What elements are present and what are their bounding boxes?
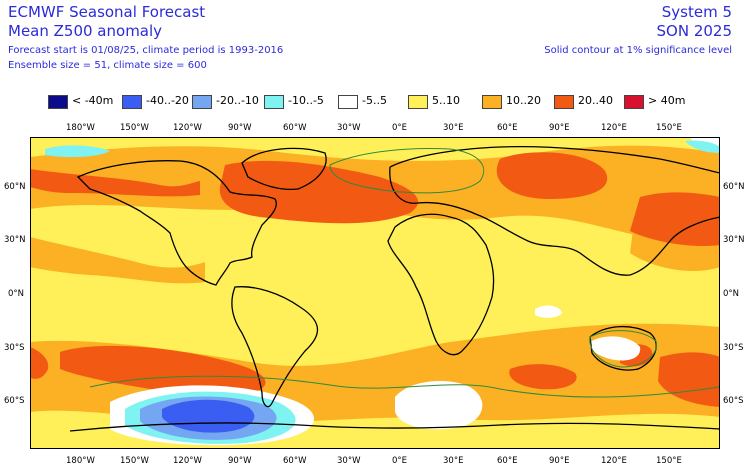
lat-label-right: 60°S [723, 396, 744, 406]
greenland-coast [241, 147, 327, 191]
legend-swatch [122, 95, 142, 109]
map-canvas [30, 137, 720, 449]
legend-swatch [624, 95, 644, 109]
system-label: System 5 [661, 3, 732, 21]
coastlines [69, 145, 720, 432]
lat-label-left: 30°N [4, 235, 26, 245]
lon-label-bottom: 60°W [283, 456, 307, 466]
band-20-40 [30, 152, 720, 407]
legend-label: 10..20 [506, 94, 541, 107]
lon-label-top: 30°E [443, 123, 464, 133]
north-america-coast [76, 160, 277, 286]
legend-swatch [48, 95, 68, 109]
anomaly-map [30, 137, 720, 449]
legend-swatch [338, 95, 358, 109]
legend-swatch [264, 95, 284, 109]
lat-label-left: 60°N [4, 182, 26, 192]
title-line-2: Mean Z500 anomaly [8, 22, 163, 40]
band-minus-40-20 [162, 399, 255, 433]
lat-label-right: 30°N [723, 235, 745, 245]
lon-label-top: 150°E [656, 123, 682, 133]
lon-label-top: 120°E [601, 123, 627, 133]
legend-label: > 40m [648, 94, 686, 107]
lon-label-bottom: 120°W [173, 456, 202, 466]
lon-label-bottom: 0°E [392, 456, 408, 466]
forecast-info: Forecast start is 01/08/25, climate peri… [8, 45, 284, 56]
lat-label-right: 0°N [723, 289, 740, 299]
legend-swatch [192, 95, 212, 109]
lat-label-left: 30°S [4, 343, 25, 353]
lon-label-bottom: 120°E [601, 456, 627, 466]
lon-label-top: 0°E [392, 123, 408, 133]
lon-label-bottom: 30°W [337, 456, 361, 466]
lat-label-left: 0°N [8, 289, 25, 299]
legend-label: 20..40 [578, 94, 613, 107]
lat-label-right: 30°S [723, 343, 744, 353]
lon-label-bottom: 150°W [120, 456, 149, 466]
south-america-coast [231, 286, 318, 408]
lon-label-bottom: 180°W [66, 456, 95, 466]
eurasia-coast [389, 145, 720, 276]
season-label: SON 2025 [656, 22, 733, 40]
legend-swatch [554, 95, 574, 109]
legend-label: -40..-20 [146, 94, 189, 107]
lon-label-top: 180°W [66, 123, 95, 133]
lon-label-top: 120°W [173, 123, 202, 133]
lon-label-top: 60°W [283, 123, 307, 133]
legend-label: 5..10 [432, 94, 460, 107]
map-frame [30, 137, 720, 449]
lat-label-right: 60°N [723, 182, 745, 192]
lon-label-bottom: 30°E [443, 456, 464, 466]
significance-contours [89, 148, 720, 398]
antarctica-coast [69, 422, 720, 432]
legend-label: -20..-10 [216, 94, 259, 107]
title-line-1: ECMWF Seasonal Forecast [8, 3, 206, 21]
lon-label-bottom: 90°E [549, 456, 570, 466]
legend-label: -10..-5 [288, 94, 324, 107]
legend-swatch [482, 95, 502, 109]
significance-note: Solid contour at 1% significance level [544, 45, 732, 56]
lon-label-top: 60°E [497, 123, 518, 133]
lon-label-top: 90°E [549, 123, 570, 133]
lon-label-bottom: 60°E [497, 456, 518, 466]
lon-label-top: 150°W [120, 123, 149, 133]
lon-label-top: 90°W [228, 123, 252, 133]
lat-label-left: 60°S [4, 396, 25, 406]
ensemble-info: Ensemble size = 51, climate size = 600 [8, 60, 207, 71]
legend-label: < -40m [72, 94, 114, 107]
lon-label-top: 30°W [337, 123, 361, 133]
africa-coast [387, 213, 495, 356]
legend-swatch [408, 95, 428, 109]
lon-label-bottom: 150°E [656, 456, 682, 466]
lon-label-bottom: 90°W [228, 456, 252, 466]
legend-label: -5..5 [362, 94, 387, 107]
